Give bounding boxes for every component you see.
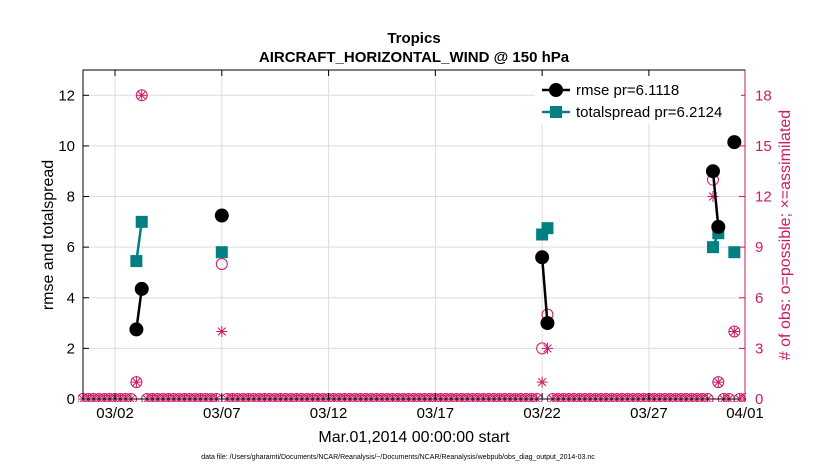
- obs-assimilated-marker: [536, 376, 548, 388]
- y-axis-label: rmse and totalspread: [40, 160, 57, 310]
- chart-title: Tropics: [387, 30, 440, 47]
- obs-assimilated-marker: [728, 326, 740, 338]
- y2-tick-label: 18: [755, 87, 772, 104]
- y-tick-label: 10: [58, 138, 75, 155]
- x-tick-label: 03/22: [523, 405, 561, 422]
- obs-count-markers: [130, 89, 741, 389]
- y2-tick-label: 3: [755, 340, 763, 357]
- totalspread-point: [215, 246, 228, 259]
- obs-assimilated-marker: [707, 191, 719, 203]
- x-tick-label: 03/07: [203, 405, 241, 422]
- y-axis-left: 0 2 4 6 8 10 12: [58, 87, 89, 408]
- totalspread-point: [728, 246, 741, 259]
- x-tick-label: 03/12: [310, 405, 348, 422]
- rmse-line: [540, 257, 549, 324]
- rmse-point: [129, 322, 144, 337]
- y-axis-right: 0 3 6 9 12 15 18: [739, 70, 772, 408]
- rmse-point: [711, 219, 726, 234]
- y2-tick-label: 9: [755, 239, 763, 256]
- rmse-point: [705, 164, 720, 179]
- x-tick-label: 03/17: [417, 405, 455, 422]
- obs-possible-marker: [215, 258, 228, 271]
- y2-tick-label: 0: [755, 391, 763, 408]
- rmse-point: [540, 316, 555, 331]
- y-tick-label: 2: [67, 340, 75, 357]
- obs-assimilated-marker: [712, 376, 724, 388]
- legend-rmse-label: rmse pr=6.1118: [576, 82, 679, 99]
- legend-spread-marker: [550, 106, 562, 118]
- totalspread-point: [706, 241, 719, 254]
- x-tick-label: 03/02: [96, 405, 134, 422]
- y-tick-label: 4: [67, 290, 75, 307]
- x-axis: 03/02 03/07 03/12 03/17 03/22 03/27 04/01: [96, 70, 764, 422]
- y2-tick-label: 15: [755, 138, 772, 155]
- rmse-point: [727, 135, 742, 150]
- y2-axis-label: # of obs: o=possible; ×=assimilated: [777, 110, 794, 360]
- y2-tick-label: 6: [755, 290, 763, 307]
- rmse-point: [134, 281, 149, 296]
- obs-assimilated-marker: [130, 376, 142, 388]
- legend-rmse-marker: [549, 83, 563, 97]
- grid: [83, 70, 746, 399]
- y-tick-label: 6: [67, 239, 75, 256]
- rmse-point: [535, 250, 550, 265]
- rmse-line: [711, 171, 720, 228]
- legend-spread-label: totalspread pr=6.2124: [576, 104, 722, 121]
- x-tick-label: 03/27: [630, 405, 668, 422]
- legend: rmse pr=6.1118 totalspread pr=6.2124: [535, 76, 741, 124]
- x-axis-label: Mar.01,2014 00:00:00 start: [318, 429, 510, 446]
- y-tick-label: 0: [67, 391, 75, 408]
- totalspread-point: [541, 222, 554, 235]
- y-tick-label: 12: [58, 87, 75, 104]
- obs-assimilated-marker: [216, 326, 228, 338]
- x-tick-label: 04/01: [726, 405, 764, 422]
- chart-subtitle: AIRCRAFT_HORIZONTAL_WIND @ 150 hPa: [259, 49, 570, 66]
- data-file-footnote: data file: /Users/gharamti/Documents/NCA…: [201, 454, 595, 461]
- rmse-point: [214, 208, 229, 223]
- legend-box: [535, 76, 741, 124]
- obs-assimilated-marker: [136, 89, 148, 101]
- totalspread-point: [135, 215, 148, 228]
- totalspread-point: [130, 255, 143, 268]
- rmse-series: [129, 135, 742, 337]
- plot-background: [83, 70, 745, 399]
- y2-tick-label: 12: [755, 189, 772, 206]
- obs-assimilated-marker: [541, 342, 553, 354]
- y-tick-label: 8: [67, 189, 75, 206]
- totalspread-line: [135, 221, 143, 262]
